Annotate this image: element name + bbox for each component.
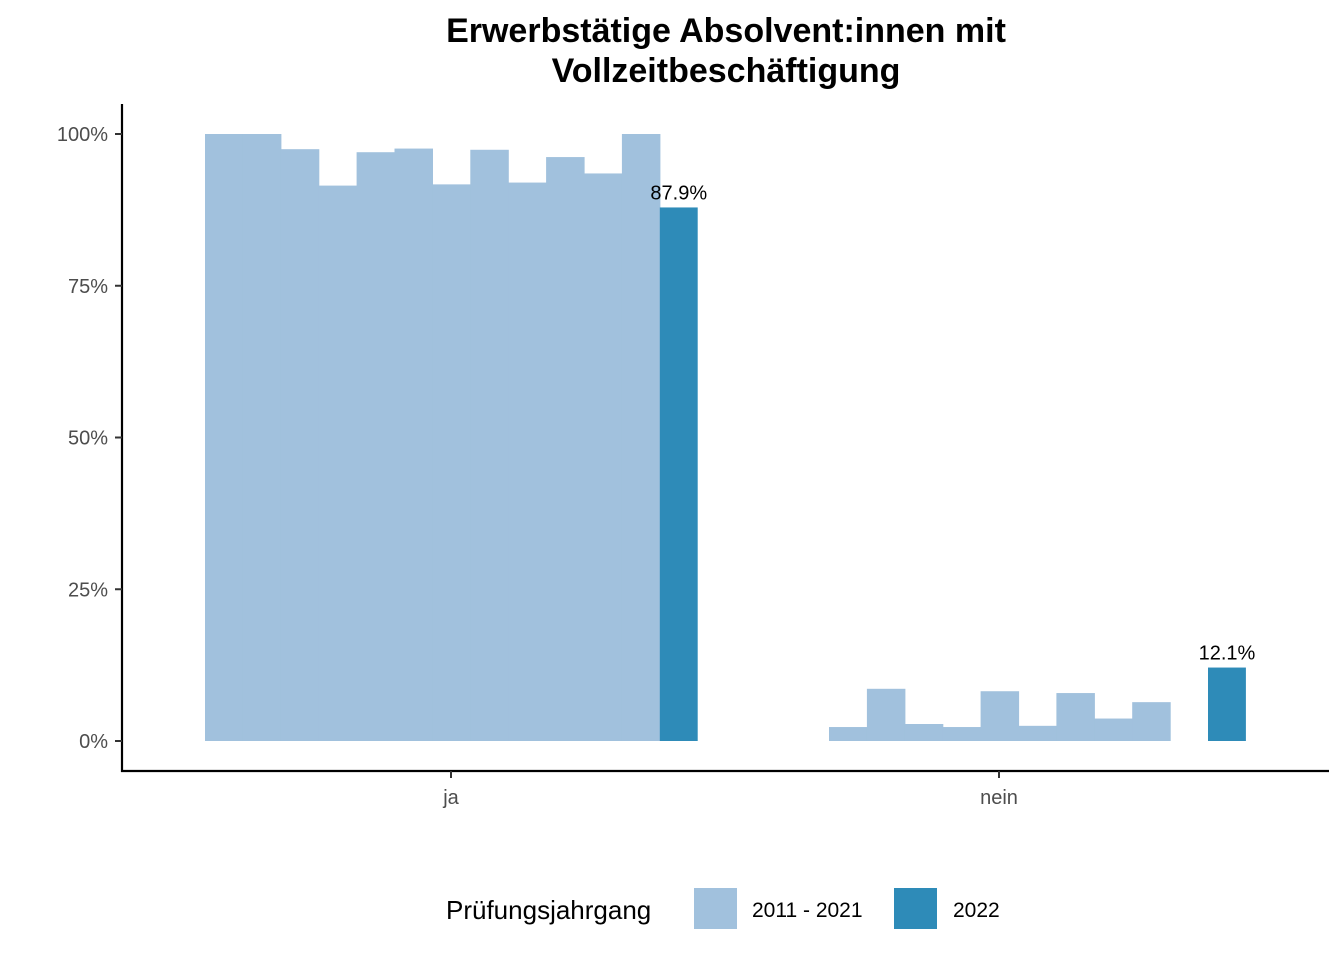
- bar-ja-2011-2021-11: [584, 173, 623, 741]
- data-label-ja-2022: 87.9%: [650, 182, 707, 204]
- bar-nein-2011-2021-1: [829, 727, 868, 741]
- data-label-nein-2022: 12.1%: [1199, 643, 1256, 665]
- bar-ja-2011-2021-1: [205, 134, 244, 741]
- bar-ja-2011-2021-4: [318, 185, 358, 742]
- legend-title: Prüfungsjahrgang: [446, 895, 651, 925]
- bar-ja-2011-2021-9: [508, 182, 547, 741]
- bar-ja-2011-2021-12: [621, 134, 661, 741]
- y-tick-label: 100%: [57, 124, 108, 146]
- x-axis-ticks: ja nein: [442, 771, 1018, 809]
- bar-nein-2022: [1208, 667, 1246, 741]
- y-tick-label: 0%: [79, 731, 108, 753]
- legend-label-2011-2021: 2011 - 2021: [752, 899, 863, 922]
- bar-ja-2011-2021-10: [546, 157, 585, 741]
- legend-swatch-2011-2021: [694, 888, 737, 929]
- bars-layer: [205, 134, 1246, 742]
- bar-ja-2011-2021-2: [242, 134, 282, 741]
- bar-nein-2011-2021-5: [980, 691, 1020, 741]
- bar-nein-2011-2021-4: [942, 727, 982, 741]
- x-tick-label-ja: ja: [442, 787, 459, 809]
- bar-nein-2011-2021-6: [1018, 725, 1057, 741]
- bar-ja-2011-2021-3: [280, 149, 320, 741]
- bar-nein-2011-2021-2: [866, 688, 906, 741]
- bar-nein-2011-2021-7: [1056, 693, 1095, 741]
- bar-nein-2011-2021-9: [1132, 702, 1171, 741]
- bar-ja-2011-2021-6: [394, 148, 433, 741]
- chart-title-line-1: Erwerbstätige Absolvent:innen mit: [446, 12, 1006, 50]
- bar-ja-2011-2021-7: [432, 184, 471, 741]
- bar-ja-2011-2021-5: [356, 152, 396, 741]
- x-tick-label-nein: nein: [980, 787, 1018, 809]
- legend-swatch-2022: [894, 888, 937, 929]
- y-axis-ticks: 0% 25% 50% 75% 100%: [57, 124, 122, 753]
- bar-ja-2011-2021-8: [470, 149, 509, 741]
- y-tick-label: 75%: [68, 276, 108, 298]
- bar-ja-2022: [659, 207, 698, 741]
- y-tick-label: 50%: [68, 428, 108, 450]
- chart-title-line-2: Vollzeitbeschäftigung: [552, 52, 901, 90]
- bar-nein-2011-2021-3: [904, 724, 944, 741]
- data-labels-layer: 87.9% 12.1%: [650, 182, 1255, 664]
- y-tick-label: 25%: [68, 579, 108, 601]
- legend-label-2022: 2022: [953, 899, 1000, 922]
- legend: Prüfungsjahrgang 2011 - 2021 2022: [446, 888, 1000, 929]
- bar-nein-2011-2021-8: [1094, 718, 1133, 741]
